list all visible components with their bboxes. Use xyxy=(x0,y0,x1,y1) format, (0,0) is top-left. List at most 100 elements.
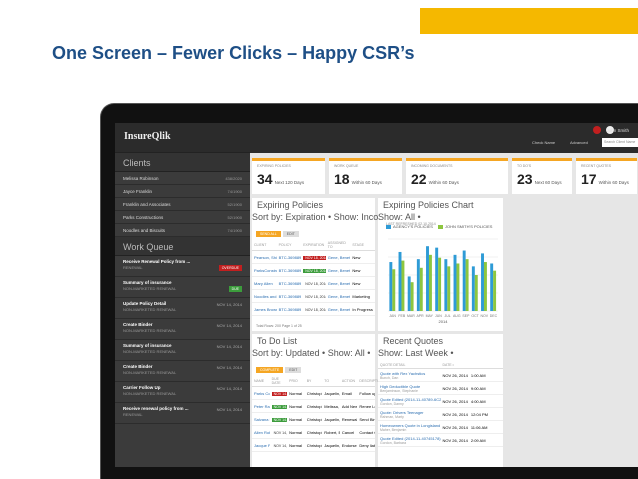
column-header[interactable]: DESCRIPTION xyxy=(357,376,383,387)
quote-link[interactable]: Homeowners Quote in Longisland xyxy=(380,422,441,428)
column-header[interactable]: ACTION xyxy=(339,376,358,387)
work-queue-item[interactable]: Receive renewal policy from ... RENEWAL NO… xyxy=(115,403,250,424)
bar-1-mar[interactable] xyxy=(410,282,414,311)
bar-0-dec[interactable] xyxy=(490,263,494,311)
table-row[interactable]: Salvana FieldNOV 14, 2014NormalChristoph… xyxy=(252,412,375,426)
bar-1-dec[interactable] xyxy=(493,270,497,311)
bar-0-feb[interactable] xyxy=(398,251,402,311)
client-link[interactable]: Mary Allen xyxy=(252,276,277,290)
column-header[interactable]: POLICY xyxy=(276,240,302,251)
table-row[interactable]: High Deductible Quote Benjaminson, Stepha… xyxy=(378,381,503,395)
policy-link[interactable]: BTC-369889 xyxy=(276,302,302,316)
client-link[interactable]: Noodles and Biscuits xyxy=(252,289,277,303)
todo-name-link[interactable]: Peter Rahn... xyxy=(252,399,270,413)
bar-0-sep[interactable] xyxy=(462,250,466,311)
column-header[interactable]: ASSIGNED TO xyxy=(325,240,351,251)
bar-0-oct[interactable] xyxy=(471,266,475,311)
user-name[interactable]: John Smith xyxy=(606,128,629,133)
quote-link[interactable]: Quote Edited (2014-11-40745178) xyxy=(380,435,441,441)
work-queue-item[interactable]: Summary of insurance NON-MARKETED RENEWAL… xyxy=(115,277,250,298)
table-row[interactable]: Jacque Pears...NOV 14, 2014NormalChristo… xyxy=(252,438,375,452)
bar-0-nov[interactable] xyxy=(481,253,484,311)
bar-1-jan[interactable] xyxy=(392,269,396,311)
table-row[interactable]: Quote: Drivers Teenager Rahman, Marty NOV … xyxy=(378,407,503,421)
assigned-link[interactable]: Gene, Benett xyxy=(325,263,351,277)
column-header[interactable]: PRIO xyxy=(287,376,305,387)
bar-0-may[interactable] xyxy=(426,246,429,311)
todo-sort-controls[interactable]: Sort by: Updated • Show: All • xyxy=(252,348,371,358)
todo-name-link[interactable]: Parks Constr... xyxy=(252,386,270,400)
assigned-link[interactable]: Gene, Benett xyxy=(325,250,351,264)
quote-link[interactable]: Quote with Rex Yachstics xyxy=(380,370,426,376)
column-header[interactable]: CLIENT xyxy=(252,240,277,251)
policy-link[interactable]: BTC-369889 xyxy=(276,250,302,264)
table-row[interactable]: Quote Edited (2014-11-40745178) Gordon, B… xyxy=(378,433,503,447)
policy-link[interactable]: BTC-369889 xyxy=(276,276,302,290)
client-link[interactable]: James Brown xyxy=(252,302,277,316)
policy-link[interactable]: BTC-369889 xyxy=(276,263,302,277)
column-header[interactable]: QUOTE DETAIL xyxy=(378,362,441,369)
bar-1-oct[interactable] xyxy=(474,275,478,311)
sidebar-client[interactable]: Franklin and Associates 52/1900 xyxy=(115,198,250,211)
edit-button[interactable]: EDIT xyxy=(282,231,299,237)
assigned-link[interactable]: Gene, Benett xyxy=(325,302,351,316)
quotes-show-dropdown[interactable]: Show: Last Week • xyxy=(378,348,454,358)
column-header[interactable]: TO xyxy=(322,376,340,387)
bar-0-apr[interactable] xyxy=(416,259,420,311)
column-header[interactable]: DATE • xyxy=(440,362,503,369)
column-header[interactable]: NAME xyxy=(252,376,270,387)
table-row[interactable]: Quote with Rex Yachstics Bunch, Dan NOV 26… xyxy=(378,368,503,382)
complete-button[interactable]: COMPLETE xyxy=(256,367,284,373)
todo-name-link[interactable]: Jacque Pears... xyxy=(252,438,270,452)
user-avatar[interactable] xyxy=(606,126,614,134)
quote-link[interactable]: High Deductible Quote xyxy=(380,383,421,389)
bar-1-jun[interactable] xyxy=(438,257,442,311)
sidebar-client[interactable]: Melissa Robinson 438/2020 xyxy=(115,172,250,185)
assigned-link[interactable]: Gene, Benett xyxy=(325,289,351,303)
advanced-dropdown[interactable]: Advanced xyxy=(570,140,588,145)
check-name-dropdown[interactable]: Check Name xyxy=(532,140,556,145)
table-row[interactable]: Allen RobertNOV 14, 2014NormalChristophe… xyxy=(252,425,375,439)
bar-1-jul[interactable] xyxy=(447,266,451,311)
alert-icon[interactable] xyxy=(593,126,601,134)
column-header[interactable]: STAGE xyxy=(350,240,375,251)
column-header[interactable]: BY xyxy=(304,376,323,387)
column-header[interactable]: DUE DATE xyxy=(269,376,288,387)
assigned-link[interactable]: Gene, Benett xyxy=(325,276,351,290)
table-row[interactable]: Quote Edited (2014-11-40789-6C2) Gordon, … xyxy=(378,394,503,408)
work-queue-item[interactable]: Summary of insurance NON-MARKETED RENEWAL… xyxy=(115,340,250,361)
column-header[interactable]: EXPIRATION xyxy=(301,240,326,251)
expiring-sort-controls[interactable]: Sort by: Expiration • Show: Incomplete • xyxy=(252,212,411,222)
table-row[interactable]: James Brown BTC-369889 NOV 18, 2014 Gene, B… xyxy=(252,302,375,316)
bar-1-feb[interactable] xyxy=(401,260,405,311)
table-row[interactable]: Homeowners Quote in Longisland Maher, Ben… xyxy=(378,420,503,434)
table-row[interactable]: Peter Rahn...NOV 14, 2014NormalChristoph… xyxy=(252,399,375,413)
work-queue-item[interactable]: Create Binder NON-MARKETED RENEWAL NOV 14,… xyxy=(115,361,250,382)
edit-button[interactable]: EDIT xyxy=(285,367,302,373)
stat-card-todos[interactable]: TO DO'S 23 Next 60 Days xyxy=(512,158,572,194)
bar-1-may[interactable] xyxy=(428,254,432,311)
chart-show-dropdown[interactable]: Show: All • xyxy=(378,212,421,222)
bar-1-aug[interactable] xyxy=(456,263,460,311)
table-row[interactable]: Parks Constr...NOV 14, 2014NormalChristo… xyxy=(252,386,375,400)
work-queue-item[interactable]: Carrier Follow Up NON-MARKETED RENEWAL NOV… xyxy=(115,382,250,403)
quote-link[interactable]: Quote: Drivers Teenager xyxy=(380,409,424,415)
stat-card-expiring[interactable]: EXPIRING POLICIES 34 Next 120 Days xyxy=(252,158,325,194)
policy-link[interactable]: BTC-369889 xyxy=(276,289,302,303)
bar-0-jun[interactable] xyxy=(435,247,439,311)
bar-0-jan[interactable] xyxy=(389,262,393,311)
bar-1-nov[interactable] xyxy=(483,262,487,311)
todo-name-link[interactable]: Salvana Field xyxy=(252,412,270,426)
stat-card-work-queue[interactable]: WORK QUEUE 18 Within 60 Days xyxy=(329,158,402,194)
bar-0-jul[interactable] xyxy=(444,259,448,311)
bar-1-sep[interactable] xyxy=(465,259,469,311)
bar-1-apr[interactable] xyxy=(419,267,423,311)
todo-name-link[interactable]: Allen Robert xyxy=(252,425,270,439)
quote-link[interactable]: Quote Edited (2014-11-40789-6C2) xyxy=(380,396,441,402)
bar-0-mar[interactable] xyxy=(407,276,411,311)
client-link[interactable]: Pearson, Shirley xyxy=(252,250,277,264)
